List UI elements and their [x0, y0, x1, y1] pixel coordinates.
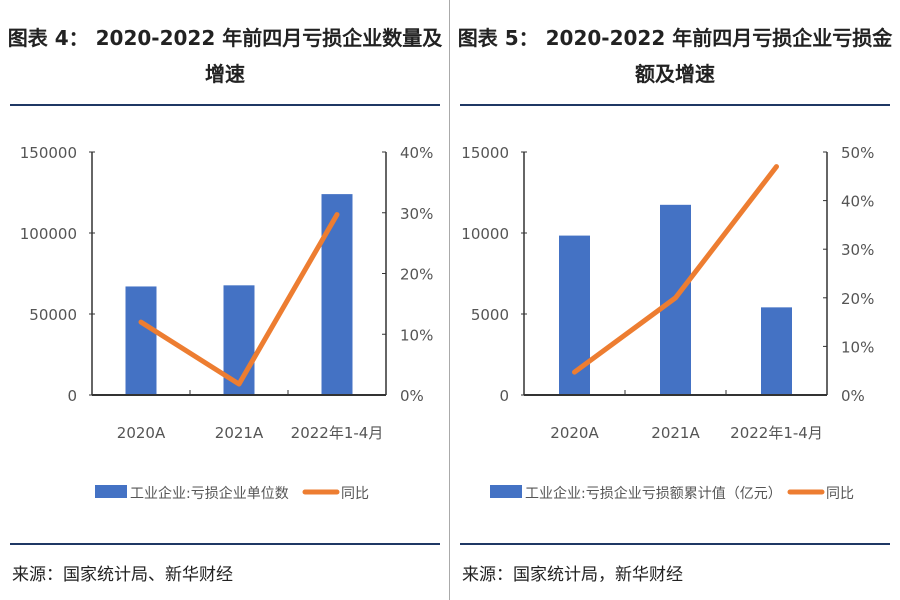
right-tick-label: 40%: [841, 193, 874, 211]
bar: [321, 194, 353, 395]
left-tick-label: 150000: [20, 144, 77, 162]
right-tick-label: 20%: [400, 266, 433, 284]
x-tick-label: 2022年1-4月: [291, 424, 384, 442]
chart-5: 0 5000 10000 15000 0% 10% 20% 30% 40% 50% 2020A 202…: [461, 144, 874, 502]
x-tick-label: 2021A: [215, 424, 264, 442]
x-tick-label: 2020A: [550, 424, 599, 442]
right-tick-label: 40%: [400, 144, 433, 162]
right-tick-label: 30%: [841, 241, 874, 259]
divider: [460, 104, 890, 106]
left-tick-label: 0: [67, 387, 77, 405]
legend-bar-label: 工业企业:亏损企业亏损额累计值（亿元）: [525, 485, 782, 502]
legend-bar-label: 工业企业:亏损企业单位数: [130, 485, 289, 502]
right-tick-label: 20%: [841, 290, 874, 308]
bar: [559, 235, 590, 395]
left-tick-label: 5000: [471, 306, 509, 324]
right-tick-label: 50%: [841, 144, 874, 162]
divider: [460, 543, 890, 545]
panel-divider: [449, 0, 450, 600]
bar: [761, 307, 792, 395]
chart-title: 图表 5： 2020-2022 年前四月亏损企业亏损金 额及增速: [457, 26, 893, 86]
left-tick-label: 15000: [461, 144, 509, 162]
legend-line-label: 同比: [341, 486, 369, 502]
chart-panel-5: 图表 5： 2020-2022 年前四月亏损企业亏损金 额及增速 0 5000 100…: [450, 0, 900, 600]
bar: [125, 286, 157, 395]
right-tick-label: 0%: [400, 387, 424, 405]
x-tick-label: 2021A: [651, 424, 700, 442]
left-tick-label: 100000: [20, 225, 77, 243]
left-tick-label: 0: [499, 387, 509, 405]
divider: [10, 543, 440, 545]
x-tick-label: 2020A: [117, 424, 166, 442]
source-note: 来源：国家统计局、新华财经: [12, 565, 233, 585]
x-tick-label: 2022年1-4月: [730, 424, 823, 442]
legend-bar-swatch: [490, 485, 522, 498]
right-tick-label: 10%: [400, 326, 433, 344]
left-tick-label: 50000: [29, 306, 77, 324]
chart-title: 图表 4： 2020-2022 年前四月亏损企业数量及 增速: [7, 26, 443, 86]
chart-panel-4: 图表 4： 2020-2022 年前四月亏损企业数量及 增速 0 50000 1000…: [7, 26, 443, 585]
divider: [10, 104, 440, 106]
right-tick-label: 10%: [841, 338, 874, 356]
right-tick-label: 0%: [841, 387, 865, 405]
right-tick-label: 30%: [400, 205, 433, 223]
legend-line-label: 同比: [826, 486, 854, 502]
source-note: 来源：国家统计局，新华财经: [462, 565, 683, 585]
legend-bar-swatch: [95, 485, 127, 498]
left-tick-label: 10000: [461, 225, 509, 243]
chart-4: 0 50000 100000 150000 0% 10% 20% 30% 40% 2020A 202…: [20, 144, 434, 502]
